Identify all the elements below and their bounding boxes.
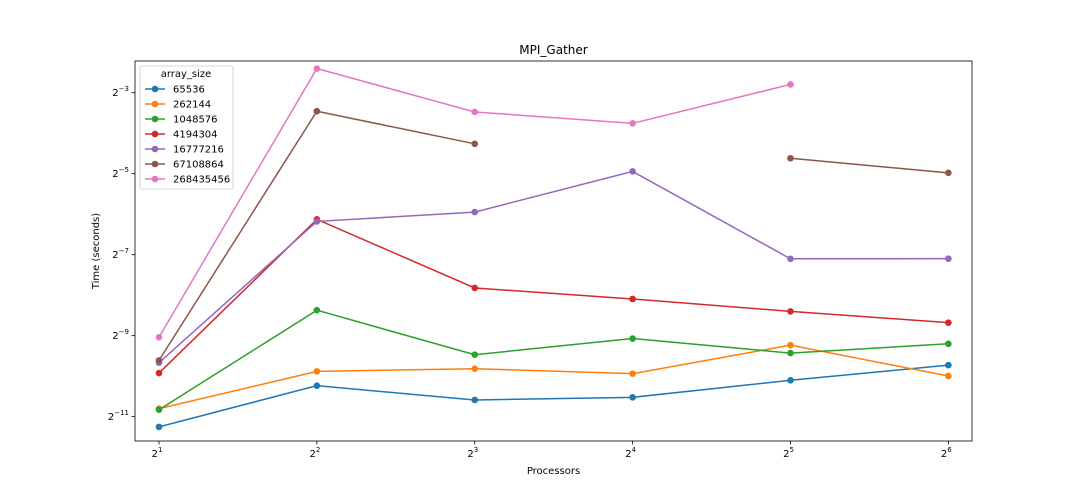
y-tick-label: 2−9 <box>112 328 129 342</box>
legend-swatch-marker <box>151 100 159 108</box>
x-axis-label: Processors <box>527 466 580 477</box>
series-65536 <box>155 361 952 431</box>
data-point <box>629 168 636 175</box>
data-point <box>787 255 794 263</box>
legend-swatch-marker <box>151 85 159 93</box>
y-tick-label: 2−7 <box>112 247 129 261</box>
y-axis-label: Time (seconds) <box>91 213 102 290</box>
series-line <box>158 364 949 428</box>
series-67108864 <box>155 107 952 364</box>
legend-title: array_size <box>161 69 212 80</box>
legend-swatch-marker <box>151 145 159 153</box>
x-tick-label: 23 <box>467 446 478 460</box>
legend-swatch-marker <box>151 160 159 168</box>
legend-entry-label: 268435456 <box>173 175 230 186</box>
data-point <box>945 319 952 326</box>
legend-entry-label: 262144 <box>173 100 211 111</box>
x-tick-label: 24 <box>625 446 636 460</box>
series-line <box>158 344 949 410</box>
series-16777216 <box>155 168 952 366</box>
data-point <box>787 154 794 162</box>
data-point <box>471 365 479 372</box>
data-point <box>471 140 479 148</box>
data-point <box>945 372 952 380</box>
data-point <box>471 108 479 116</box>
data-point <box>629 120 636 127</box>
data-point <box>313 107 321 115</box>
data-point <box>155 406 163 414</box>
data-point <box>787 81 794 88</box>
series-line <box>158 170 949 364</box>
data-point <box>471 396 479 404</box>
legend-entry-label: 65536 <box>173 85 205 96</box>
data-point <box>155 357 163 364</box>
x-tick-label: 21 <box>152 446 163 460</box>
legend-swatch-marker <box>151 115 159 123</box>
data-point <box>155 369 163 377</box>
data-point <box>155 333 163 341</box>
data-point <box>155 423 163 431</box>
data-point <box>945 255 952 262</box>
plot-area <box>155 65 952 431</box>
plot-frame <box>134 60 973 442</box>
data-point <box>629 394 636 401</box>
data-point <box>471 351 479 359</box>
legend-swatch-marker <box>151 175 159 183</box>
data-point <box>787 341 794 349</box>
chart-title: MPI_Gather <box>519 43 587 57</box>
data-point <box>629 295 636 303</box>
data-point <box>313 306 321 314</box>
axis-ticks: 21 22 23 24 25 26 2−11 2−9 2−7 2−5 2−3 <box>108 85 952 460</box>
data-point <box>945 169 952 177</box>
data-point <box>945 361 952 369</box>
data-point <box>945 340 952 348</box>
legend-box <box>139 65 234 190</box>
data-point <box>787 308 794 315</box>
series-268435456 <box>155 65 794 341</box>
data-point <box>787 349 794 357</box>
legend-entry-label: 1048576 <box>173 115 218 126</box>
data-point <box>313 218 321 225</box>
series-1048576 <box>155 306 952 414</box>
x-tick-label: 25 <box>783 446 794 460</box>
data-point <box>471 284 479 292</box>
data-point <box>313 368 321 375</box>
legend-entry-label: 67108864 <box>173 160 224 171</box>
series-line <box>790 157 949 174</box>
legend: array_size 65536 262144 1048576 4194304 16777… <box>139 65 234 190</box>
y-tick-label: 2−11 <box>108 409 129 423</box>
x-tick-label: 26 <box>941 446 952 460</box>
data-point <box>629 335 636 342</box>
data-point <box>313 65 321 72</box>
x-tick-label: 22 <box>309 446 320 460</box>
legend-entry-label: 4194304 <box>173 130 218 141</box>
legend-entry-label: 16777216 <box>173 145 224 156</box>
data-point <box>313 382 321 389</box>
data-point <box>471 208 479 216</box>
legend-swatch-marker <box>151 130 159 138</box>
series-line <box>158 309 949 411</box>
y-tick-label: 2−5 <box>112 166 129 180</box>
data-point <box>787 377 794 384</box>
y-tick-label: 2−3 <box>112 85 129 99</box>
data-point <box>629 370 636 377</box>
